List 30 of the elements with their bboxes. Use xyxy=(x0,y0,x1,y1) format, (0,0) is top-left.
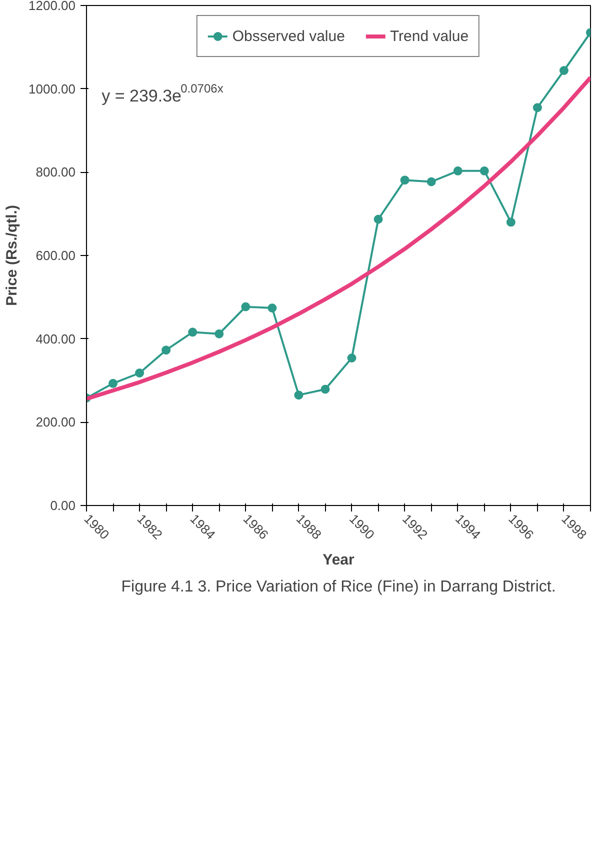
point xyxy=(426,177,436,186)
y-tick-label: 1200.00 xyxy=(28,0,76,13)
point xyxy=(400,176,410,185)
text: Figure 4.1 3. Price Variation of Rice (Fine) in Darrang District. xyxy=(121,578,556,596)
point xyxy=(374,214,383,224)
point xyxy=(506,218,516,227)
point xyxy=(480,166,489,176)
y-tick-label: 800.00 xyxy=(36,164,76,180)
legend-label: Trend value xyxy=(390,28,469,44)
point xyxy=(241,302,250,312)
point xyxy=(268,304,277,312)
point xyxy=(320,384,330,394)
point xyxy=(347,354,356,362)
y-tick-label: 200.00 xyxy=(36,414,76,430)
point xyxy=(214,329,224,338)
x-axis-title: Year xyxy=(322,551,355,568)
point xyxy=(559,66,568,75)
y-tick-label: 1000.00 xyxy=(28,81,76,96)
point xyxy=(108,378,118,388)
y-tick-label: 600.00 xyxy=(36,248,76,263)
y-tick-label: 400.00 xyxy=(36,331,76,346)
point xyxy=(294,390,304,400)
point xyxy=(532,103,542,112)
y-axis-title: Price (Rs./qtl.) xyxy=(4,205,21,306)
point xyxy=(188,328,198,337)
legend-label: Obsserved value xyxy=(232,28,345,44)
point xyxy=(162,346,171,355)
point xyxy=(453,166,462,176)
point xyxy=(135,368,144,378)
y-tick-label: 0.00 xyxy=(50,498,76,513)
